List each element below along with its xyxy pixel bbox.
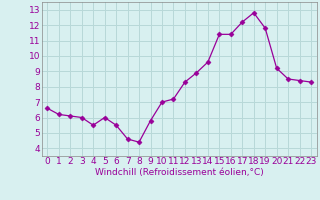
X-axis label: Windchill (Refroidissement éolien,°C): Windchill (Refroidissement éolien,°C) — [95, 168, 264, 177]
